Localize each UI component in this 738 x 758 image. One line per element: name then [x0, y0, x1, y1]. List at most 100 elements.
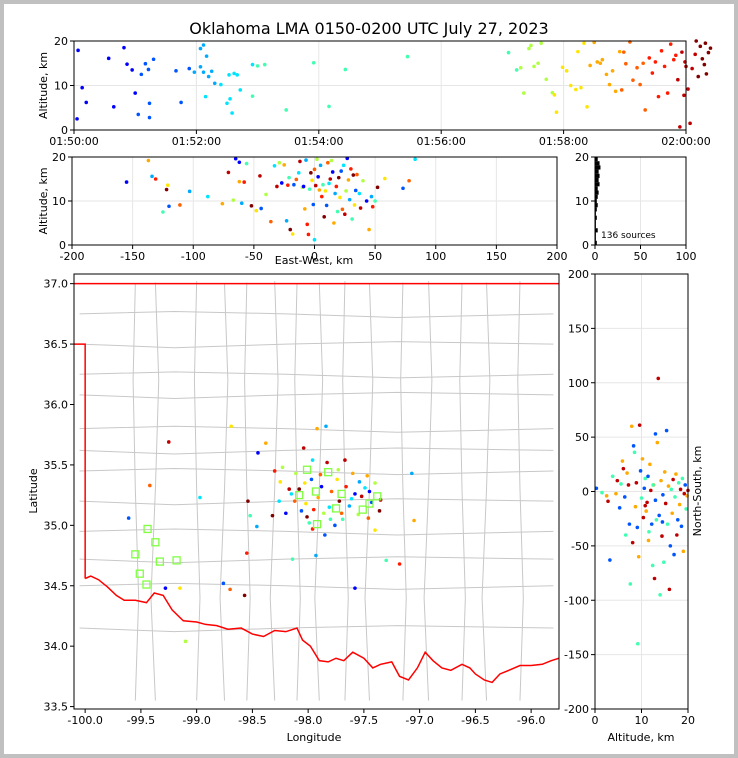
time-height-point [564, 69, 569, 73]
alt-ns-point [675, 517, 680, 522]
ew-altitude-point [336, 175, 341, 180]
plan-view-source [365, 473, 370, 478]
county-boundary [314, 282, 324, 701]
county-boundary [459, 283, 466, 701]
alt-ns-point [661, 492, 665, 497]
time-height-point [647, 56, 652, 60]
ew-altitude-point [206, 194, 210, 199]
y-tick-label: 34.5 [44, 580, 69, 593]
time-height-point [133, 91, 137, 95]
time-height-point [343, 67, 348, 72]
alt-ns-point [629, 424, 634, 429]
county-boundary [79, 468, 554, 476]
plan-view-source [321, 511, 326, 516]
ew-altitude-point [316, 175, 320, 179]
x-tick-label: 01:50:00 [49, 135, 98, 148]
ew-altitude-point [284, 219, 289, 223]
plan-view-ylabel: Latitude [27, 468, 40, 514]
plan-view-source [245, 551, 249, 555]
ew-altitude-point [150, 174, 154, 179]
time-height-point [643, 108, 647, 112]
ew-altitude-point [311, 202, 316, 207]
x-tick-label: -98.0 [294, 714, 322, 727]
plan-view-source [350, 471, 355, 476]
alt-ns-point [663, 501, 668, 506]
x-tick-label: -150 [120, 250, 145, 263]
alt-ns-point [642, 486, 647, 491]
county-boundary [79, 391, 554, 399]
alt-ns-point [669, 487, 674, 492]
plan-view-source [310, 458, 315, 462]
ew-altitude-point [370, 204, 375, 209]
plan-view-source [229, 424, 234, 429]
time-height-point [621, 50, 626, 54]
y-tick-label: 0 [59, 239, 66, 252]
y-tick-label: 34.0 [44, 640, 69, 653]
alt-ns-point [666, 484, 671, 488]
county-boundary [79, 341, 554, 349]
county-boundary [79, 447, 554, 455]
plan-view-source [270, 513, 275, 518]
alt-ns-point [641, 515, 646, 520]
time-height-point [607, 82, 612, 87]
plan-view-source [163, 586, 168, 590]
x-tick-label: 01:56:00 [416, 135, 465, 148]
ew-altitude-point [239, 201, 244, 205]
alt-ns-point [633, 504, 638, 509]
lma-station-marker [373, 492, 382, 501]
time-height-point [650, 71, 655, 75]
time-height-point [201, 70, 206, 74]
histogram-bar [595, 198, 597, 204]
time-height-point [554, 110, 559, 114]
plan-view-source [373, 481, 377, 485]
alt-ns-point [668, 544, 673, 548]
plan-view-source [166, 440, 171, 444]
alt-ns-point [659, 478, 663, 483]
ew-altitude-point [288, 227, 293, 232]
ew-altitude-point [164, 187, 169, 192]
plan-view-source [292, 499, 297, 503]
time-height-point [187, 66, 192, 71]
ew-altitude-point [373, 199, 377, 203]
ew-altitude-point [367, 227, 371, 232]
ew-altitude-point [269, 219, 273, 224]
alt-ns-point [680, 476, 685, 481]
ew-altitude-point [318, 163, 323, 168]
time-height-point [327, 104, 331, 109]
plan-view-source [290, 557, 295, 561]
plan-view-source [359, 494, 364, 499]
alt-ns-point [620, 459, 625, 463]
time-height-point [708, 46, 713, 50]
lma-figure: Oklahoma LMA 0150-0200 UTC July 27, 2023… [27, 19, 713, 744]
alt-ns-point [665, 522, 670, 526]
county-boundary [79, 425, 554, 433]
ew-altitude-point [307, 187, 312, 191]
ew-altitude-point [282, 163, 286, 167]
plan-view-source [246, 499, 250, 503]
time-height-point [662, 64, 667, 69]
histogram-panel: 0 50 100 0 10 20 136 sources [575, 151, 697, 263]
alt-ns-xlabel: Altitude, km [607, 731, 674, 744]
y-tick-label: 10 [52, 195, 66, 208]
ew-altitude-point [341, 163, 346, 168]
time-height-point [106, 56, 111, 61]
y-tick-label: 50 [575, 431, 589, 444]
alt-ns-point [660, 520, 665, 524]
ew-altitude-ylabel: Altitude, km [37, 167, 50, 234]
time-height-point [680, 50, 684, 54]
time-height-point [668, 42, 673, 46]
ew-altitude-point [413, 157, 417, 161]
ew-altitude-point [328, 177, 333, 181]
time-height-point [631, 78, 635, 82]
histogram-bar [595, 161, 600, 166]
lma-station-marker [324, 468, 333, 477]
alt-ns-point [677, 502, 682, 507]
y-tick-label: 20 [54, 35, 68, 48]
alt-ns-point [662, 470, 667, 474]
ew-altitude-point [407, 178, 411, 183]
ew-altitude-point [146, 158, 151, 163]
time-height-point [518, 65, 523, 70]
time-height-ylabel: Altitude, km [37, 52, 50, 119]
time-height-point [641, 61, 645, 66]
time-height-point [75, 117, 79, 121]
